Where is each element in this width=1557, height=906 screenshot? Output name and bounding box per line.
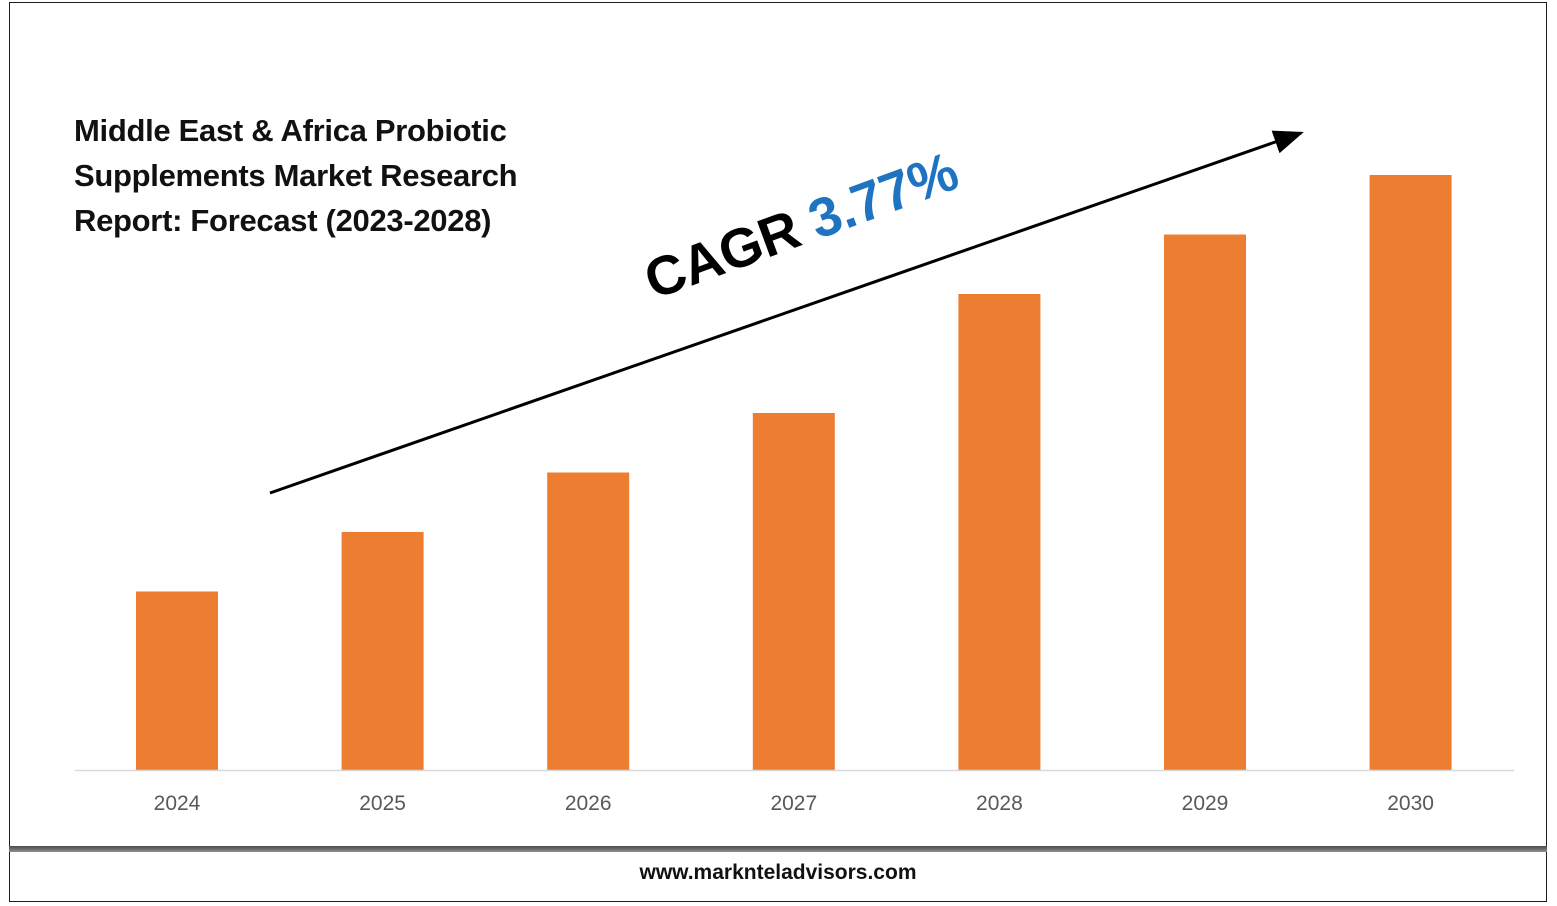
bar-2028 (958, 294, 1041, 770)
x-tick-2026: 2026 (565, 792, 612, 815)
x-tick-2025: 2025 (359, 792, 406, 815)
bar-2025 (341, 532, 424, 770)
frame-shadow (9, 846, 1547, 856)
x-tick-2028: 2028 (976, 792, 1023, 815)
x-tick-2027: 2027 (770, 792, 817, 815)
bar-2027 (752, 413, 835, 770)
footer: www.marknteladvisors.com (9, 852, 1547, 902)
bars-group (136, 175, 1452, 770)
x-tick-2030: 2030 (1387, 792, 1434, 815)
x-tick-2024: 2024 (154, 792, 201, 815)
bar-2024 (136, 591, 218, 770)
trend-arrow (269, 130, 1304, 495)
footer-url[interactable]: www.marknteladvisors.com (639, 861, 917, 884)
x-tick-2029: 2029 (1182, 792, 1229, 815)
x-tick-labels: 2024 2025 2026 2027 2028 2029 2030 (154, 792, 1434, 815)
chart-title: Middle East & Africa Probiotic Supplemen… (74, 113, 518, 238)
bar-2030 (1369, 175, 1452, 770)
bar-2026 (547, 472, 630, 770)
bar-2029 (1164, 234, 1246, 770)
